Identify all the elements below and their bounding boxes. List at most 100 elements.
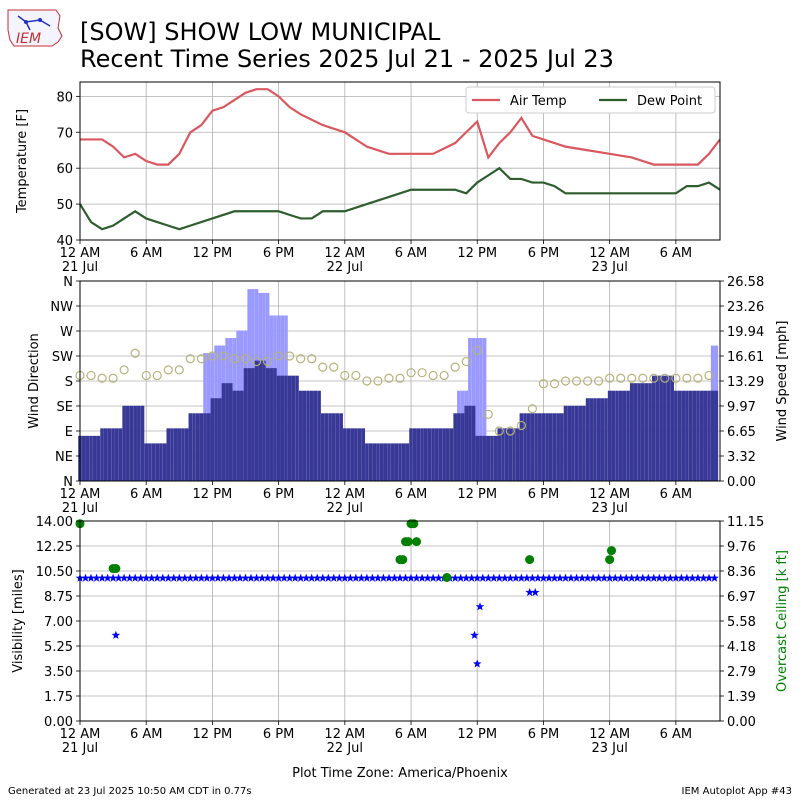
wind-direction-marker bbox=[285, 351, 295, 361]
wind-speed-bar bbox=[409, 428, 413, 481]
wind-speed-bar bbox=[229, 383, 233, 481]
overcast-ceiling-marker bbox=[403, 537, 413, 547]
wind-speed-bar bbox=[615, 390, 619, 481]
x-tick-date-label: 21 Jul bbox=[62, 260, 98, 275]
wind-speed-bar bbox=[534, 413, 538, 481]
wind-speed-bar bbox=[335, 413, 340, 481]
wind-speed-bar bbox=[357, 428, 362, 481]
wind-speed-bar bbox=[133, 405, 137, 481]
visibility-marker bbox=[81, 573, 90, 582]
wind-speed-bar bbox=[284, 375, 288, 481]
wind-gust-bar bbox=[479, 338, 483, 481]
wind-direction-marker bbox=[141, 370, 151, 381]
wind-direction-marker bbox=[605, 373, 615, 383]
x-tick-label: 6 PM bbox=[263, 246, 294, 261]
wind-speed-bar bbox=[350, 428, 354, 481]
wind-speed-bar bbox=[254, 360, 259, 481]
wind-speed-bar bbox=[280, 375, 285, 481]
wind-speed-bar bbox=[372, 443, 377, 481]
visibility-marker bbox=[644, 573, 653, 582]
visibility-marker bbox=[219, 573, 228, 582]
wind-speed-bar bbox=[710, 390, 715, 481]
visibility-marker bbox=[511, 573, 521, 582]
visibility-marker bbox=[169, 573, 179, 582]
visibility-marker bbox=[699, 573, 708, 582]
wind-speed-bar bbox=[604, 398, 608, 481]
wind-speed-bar bbox=[365, 443, 369, 481]
wind-direction-marker bbox=[395, 373, 405, 383]
x-tick-label: 12 PM bbox=[457, 246, 497, 261]
wind-speed-bar bbox=[438, 428, 443, 481]
y2-tick-label: 4.18 bbox=[727, 640, 756, 655]
visibility-marker bbox=[655, 573, 664, 582]
wind-speed-bar bbox=[302, 390, 307, 481]
wind-speed-bar bbox=[118, 428, 123, 481]
wind-speed-bar bbox=[210, 398, 215, 481]
visibility-marker bbox=[111, 630, 121, 639]
wind-direction-marker bbox=[571, 376, 582, 386]
visibility-marker bbox=[605, 573, 614, 582]
visibility-marker bbox=[357, 573, 366, 582]
wind-speed-bar bbox=[214, 398, 218, 481]
visibility-marker bbox=[230, 573, 239, 582]
visibility-marker bbox=[97, 573, 107, 582]
visibility-marker bbox=[241, 573, 250, 582]
visibility-marker bbox=[406, 573, 416, 582]
wind-speed-bar bbox=[137, 405, 141, 481]
wind-speed-bar bbox=[434, 428, 439, 481]
wind-direction-marker bbox=[174, 365, 184, 375]
visibility-marker bbox=[506, 573, 515, 582]
wind-direction-marker bbox=[373, 376, 383, 386]
wind-direction-marker bbox=[196, 354, 206, 364]
visibility-marker bbox=[660, 573, 670, 582]
wind-direction-marker bbox=[461, 356, 471, 367]
wind-speed-bar bbox=[640, 383, 645, 481]
wind-speed-bar bbox=[273, 368, 277, 481]
wind-speed-bar bbox=[508, 428, 513, 481]
wind-speed-bar bbox=[361, 428, 366, 481]
visibility-marker bbox=[495, 573, 504, 582]
visibility-marker bbox=[417, 573, 427, 582]
x-tick-label: 6 AM bbox=[660, 487, 693, 502]
wind-gust-bar bbox=[482, 338, 487, 481]
visibility-marker bbox=[395, 573, 405, 582]
wind-direction-marker bbox=[251, 356, 262, 367]
x-tick-label: 12 AM bbox=[60, 246, 101, 261]
legend-label: Air Temp bbox=[510, 94, 567, 109]
dew-point-line bbox=[79, 166, 721, 231]
wind-speed-bar bbox=[394, 443, 399, 481]
visibility-marker bbox=[119, 573, 129, 582]
wind-direction-marker bbox=[307, 354, 317, 364]
visibility-marker bbox=[710, 573, 719, 582]
visibility-marker bbox=[340, 573, 350, 582]
legend-label: Dew Point bbox=[637, 94, 702, 109]
wind-speed-bar bbox=[107, 428, 112, 481]
wind-speed-bar bbox=[699, 390, 704, 481]
wind-speed-bar bbox=[339, 413, 343, 481]
wind-direction-marker bbox=[704, 370, 714, 381]
wind-speed-bar bbox=[387, 443, 391, 481]
wind-speed-bar bbox=[126, 405, 130, 481]
visibility-marker bbox=[379, 573, 388, 582]
visibility-marker bbox=[224, 573, 234, 582]
visibility-marker bbox=[572, 573, 581, 582]
visibility-marker bbox=[362, 573, 372, 582]
overcast-ceiling-marker bbox=[111, 564, 121, 574]
wind-speed-bar bbox=[331, 413, 336, 481]
visibility-marker bbox=[423, 573, 432, 582]
y2-tick-label: 16.61 bbox=[727, 350, 764, 365]
y-direction-tick-label: NE bbox=[55, 450, 73, 465]
axes-frame bbox=[79, 81, 721, 241]
visibility-marker bbox=[268, 573, 278, 582]
visibility-marker bbox=[390, 573, 399, 582]
visibility-marker bbox=[412, 573, 421, 582]
visibility-marker bbox=[235, 573, 245, 582]
wind-speed-bar bbox=[567, 405, 571, 481]
x-tick-date-label: 21 Jul bbox=[62, 741, 98, 756]
wind-speed-bar bbox=[162, 443, 167, 481]
visibility-marker bbox=[525, 587, 534, 597]
y2-tick-label: 3.32 bbox=[727, 450, 756, 465]
wind-speed-bar bbox=[177, 428, 182, 481]
